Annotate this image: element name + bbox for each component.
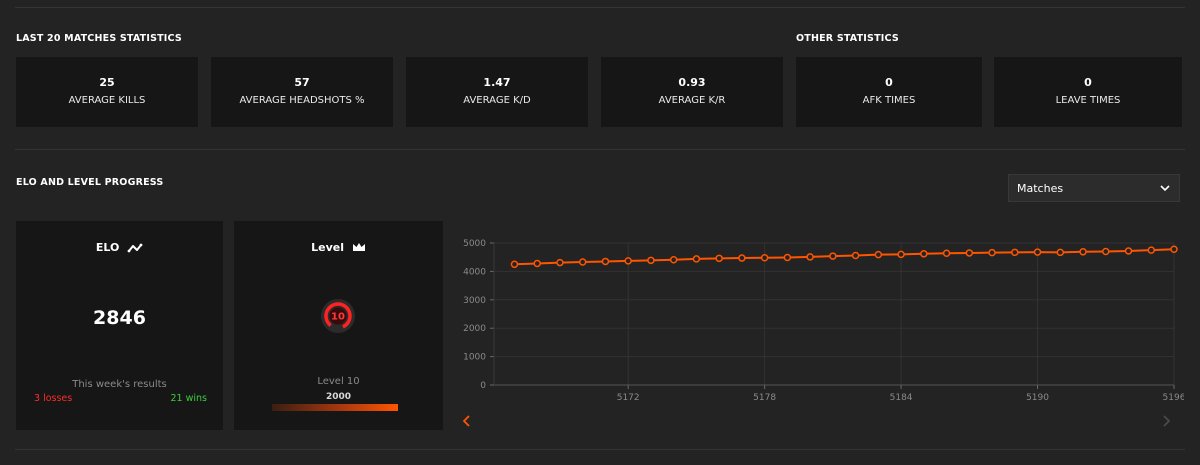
elo-data-point bbox=[1079, 248, 1087, 256]
stat-label: AFK TIMES bbox=[862, 95, 916, 106]
stat-label: LEAVE TIMES bbox=[1055, 95, 1121, 106]
elo-data-point bbox=[601, 257, 610, 266]
elo-data-point bbox=[1124, 247, 1133, 255]
week-results-label: This week's results bbox=[72, 379, 167, 390]
top-divider bbox=[15, 7, 1185, 8]
stat-value: 0 bbox=[885, 76, 893, 89]
elo-data-point bbox=[829, 252, 837, 260]
elo-data-point bbox=[897, 250, 905, 259]
x-tick-label: 5190 bbox=[1026, 393, 1049, 403]
x-tick-label: 5172 bbox=[617, 393, 640, 403]
chevron-right-icon[interactable] bbox=[1161, 415, 1171, 427]
level-badge: 10 bbox=[321, 299, 355, 333]
elo-data-point bbox=[988, 248, 996, 257]
elo-value: 2846 bbox=[93, 307, 146, 329]
stat-value: 57 bbox=[294, 76, 310, 89]
week-losses: 3 losses bbox=[34, 393, 73, 404]
elo-data-point bbox=[1056, 248, 1065, 257]
y-tick-label: 4000 bbox=[463, 267, 486, 277]
elo-data-point bbox=[874, 250, 883, 259]
elo-data-point bbox=[1102, 247, 1110, 256]
dropdown-selected-value: Matches bbox=[1017, 182, 1064, 195]
stat-label: AVERAGE KILLS bbox=[68, 95, 146, 106]
bottom-divider bbox=[15, 449, 1185, 450]
elo-data-point bbox=[965, 249, 974, 257]
y-tick-label: 5000 bbox=[463, 239, 486, 249]
elo-data-point bbox=[783, 253, 792, 262]
elo-data-point bbox=[1147, 246, 1156, 254]
range-select-dropdown[interactable]: Matches bbox=[1008, 174, 1180, 202]
elo-data-point bbox=[578, 258, 587, 266]
elo-data-point bbox=[738, 254, 746, 262]
elo-progress-title: ELO AND LEVEL PROGRESS bbox=[16, 177, 164, 188]
level-card-header: Level bbox=[234, 241, 443, 254]
elo-data-point bbox=[647, 256, 655, 265]
other-stats-title: OTHER STATISTICS bbox=[796, 33, 899, 44]
elo-data-point bbox=[510, 260, 519, 269]
level-label: Level 10 bbox=[317, 376, 360, 387]
last20-title: LAST 20 MATCHES STATISTICS bbox=[16, 33, 182, 44]
x-tick-label: 5184 bbox=[890, 393, 913, 403]
x-tick-label: 5196 bbox=[1163, 393, 1184, 403]
stat-label: AVERAGE K/R bbox=[658, 95, 726, 106]
week-wins: 21 wins bbox=[170, 393, 208, 404]
stat-card-afk-times: 0 AFK TIMES bbox=[796, 57, 982, 127]
elo-data-point bbox=[1033, 248, 1042, 256]
level-badge-number: 10 bbox=[331, 312, 345, 323]
y-tick-label: 2000 bbox=[463, 324, 486, 334]
elo-trend-icon bbox=[127, 243, 143, 253]
y-tick-label: 0 bbox=[480, 381, 486, 391]
level-card: Level 10 Level 10 2000 bbox=[234, 221, 443, 430]
section-divider bbox=[15, 149, 1185, 150]
level-points: 2000 bbox=[325, 392, 352, 402]
elo-data-point bbox=[669, 256, 678, 264]
elo-data-point bbox=[624, 257, 632, 265]
stat-card-average-kr: 0.93 AVERAGE K/R bbox=[601, 57, 783, 127]
elo-data-point bbox=[556, 258, 564, 267]
crown-icon bbox=[352, 243, 365, 251]
stat-label: AVERAGE K/D bbox=[463, 95, 531, 106]
elo-history-chart: 0 1000 2000 3000 4000 5000 5172 5178 5184 5190 519… bbox=[463, 239, 1184, 403]
level-progress-bar bbox=[272, 404, 398, 411]
elo-data-point bbox=[1011, 248, 1019, 257]
y-tick-label: 1000 bbox=[463, 353, 486, 363]
elo-card-title: ELO bbox=[95, 241, 120, 254]
stat-value: 1.47 bbox=[483, 76, 511, 89]
elo-data-point bbox=[692, 255, 701, 263]
elo-data-point bbox=[533, 259, 541, 268]
elo-data-point bbox=[942, 249, 951, 257]
stat-card-average-kd: 1.47 AVERAGE K/D bbox=[406, 57, 588, 127]
elo-data-point bbox=[760, 254, 769, 262]
chevron-down-icon bbox=[1160, 185, 1170, 192]
stat-value: 0 bbox=[1084, 76, 1092, 89]
chevron-left-icon[interactable] bbox=[462, 415, 472, 427]
elo-series-line bbox=[514, 248, 1175, 266]
stat-label: AVERAGE HEADSHOTS % bbox=[239, 95, 365, 106]
level-card-title: Level bbox=[311, 241, 345, 254]
elo-card-header: ELO bbox=[16, 241, 223, 254]
elo-data-point bbox=[851, 251, 860, 260]
y-tick-label: 3000 bbox=[463, 296, 486, 306]
elo-data-point bbox=[1170, 245, 1178, 253]
stat-card-average-kills: 25 AVERAGE KILLS bbox=[16, 57, 198, 127]
stat-card-leave-times: 0 LEAVE TIMES bbox=[994, 57, 1182, 127]
stat-value: 0.93 bbox=[678, 76, 706, 89]
elo-data-point bbox=[806, 253, 814, 261]
elo-data-point bbox=[715, 254, 723, 263]
stat-value: 25 bbox=[99, 76, 115, 89]
elo-card: ELO 2846 This week's results 3 losses 21… bbox=[16, 221, 223, 430]
stat-card-average-headshots: 57 AVERAGE HEADSHOTS % bbox=[211, 57, 393, 127]
elo-data-point bbox=[920, 250, 928, 258]
x-tick-label: 5178 bbox=[753, 393, 776, 403]
